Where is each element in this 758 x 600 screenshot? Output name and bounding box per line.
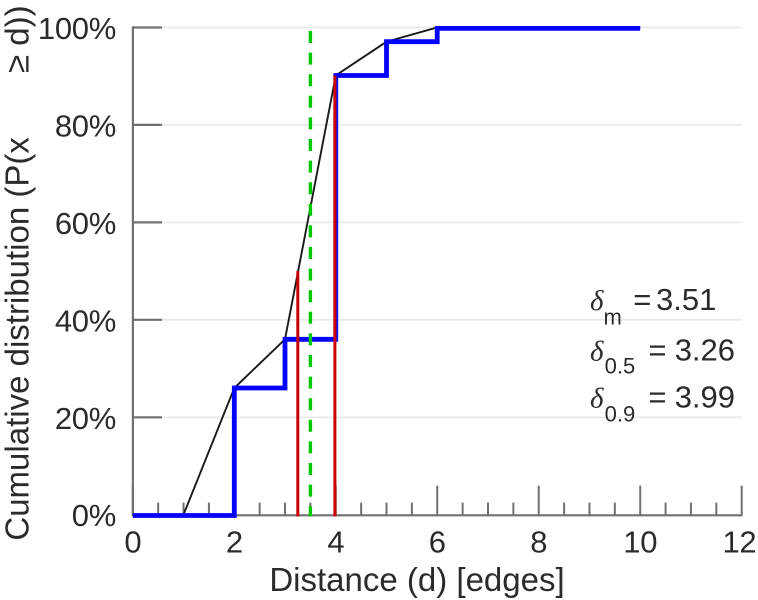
- svg-text:10: 10: [623, 525, 657, 560]
- svg-text:60%: 60%: [55, 206, 116, 241]
- svg-text:=: =: [633, 282, 651, 317]
- svg-text:=: =: [648, 333, 666, 368]
- svg-text:80%: 80%: [55, 108, 116, 143]
- svg-text:δ: δ: [590, 285, 604, 317]
- svg-text:=: =: [648, 380, 666, 415]
- svg-text:100%: 100%: [38, 11, 116, 46]
- svg-text:Cumulative distribution (P(x: Cumulative distribution (P(x ≥ d)): [0, 5, 36, 540]
- svg-text:3.99: 3.99: [675, 380, 735, 415]
- svg-text:2: 2: [226, 525, 243, 560]
- svg-text:12: 12: [722, 525, 756, 560]
- svg-text:δ: δ: [590, 383, 604, 415]
- svg-text:0: 0: [124, 525, 141, 560]
- svg-text:0.9: 0.9: [605, 402, 636, 427]
- svg-text:20%: 20%: [55, 401, 116, 436]
- svg-text:δ: δ: [590, 336, 604, 368]
- svg-text:40%: 40%: [55, 303, 116, 338]
- svg-text:3.26: 3.26: [675, 333, 735, 368]
- svg-text:6: 6: [429, 525, 446, 560]
- svg-text:Distance (d) [edges]: Distance (d) [edges]: [269, 561, 564, 598]
- svg-text:0.5: 0.5: [605, 353, 636, 378]
- svg-text:8: 8: [530, 525, 547, 560]
- svg-text:0%: 0%: [72, 498, 116, 533]
- svg-text:3.51: 3.51: [656, 282, 716, 317]
- svg-text:m: m: [604, 305, 622, 330]
- svg-text:4: 4: [327, 525, 344, 560]
